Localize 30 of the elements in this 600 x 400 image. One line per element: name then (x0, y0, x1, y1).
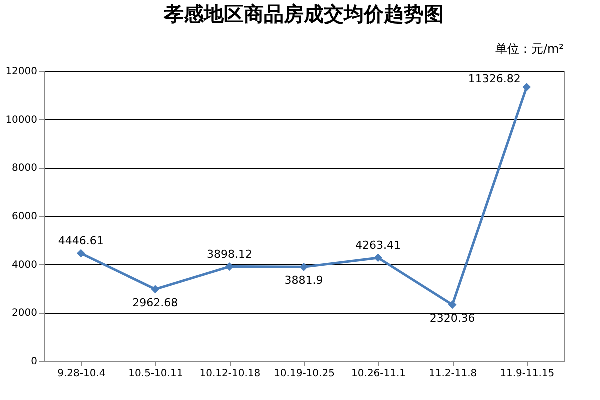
data-label: 3898.12 (206, 248, 252, 261)
y-tick-label: 0 (31, 356, 38, 368)
point (76, 249, 86, 258)
x-tick-label: 10.26-11.1 (352, 368, 406, 380)
y-tick-label: 10000 (6, 114, 38, 126)
point (300, 263, 308, 272)
point (151, 285, 160, 294)
x-tick-label: 11.9-11.15 (500, 368, 555, 380)
data-label: 4446.61 (58, 234, 104, 248)
x-tick-label: 10.12-10.18 (200, 368, 261, 380)
y-tick-label: 12000 (6, 66, 38, 78)
y-tick-label: 2000 (12, 308, 38, 320)
data-label: 2962.68 (132, 296, 178, 310)
y-tick-label: 6000 (12, 212, 38, 222)
data-label: 2320.36 (430, 312, 476, 325)
data-label: 11326.82 (468, 72, 521, 86)
x-tick-label: 10.19-10.25 (274, 368, 335, 380)
x-tick-label: 10.5-10.11 (128, 368, 184, 380)
x-tick-label: 11.2-11.8 (429, 368, 478, 380)
text: 单位：元/m² (495, 42, 564, 56)
y-tick-label: 4000 (12, 260, 38, 271)
data-label: 3881.9 (284, 274, 324, 288)
point (522, 83, 532, 92)
x-tick-label: 9.28-10.4 (58, 368, 106, 380)
point (226, 262, 234, 271)
chart-title: 孝感地区商品房成交均价趋势图 (163, 2, 444, 26)
point (374, 254, 382, 262)
y-tick-label: 8000 (12, 163, 38, 174)
data-label: 4263.41 (356, 238, 402, 252)
point (448, 300, 457, 310)
